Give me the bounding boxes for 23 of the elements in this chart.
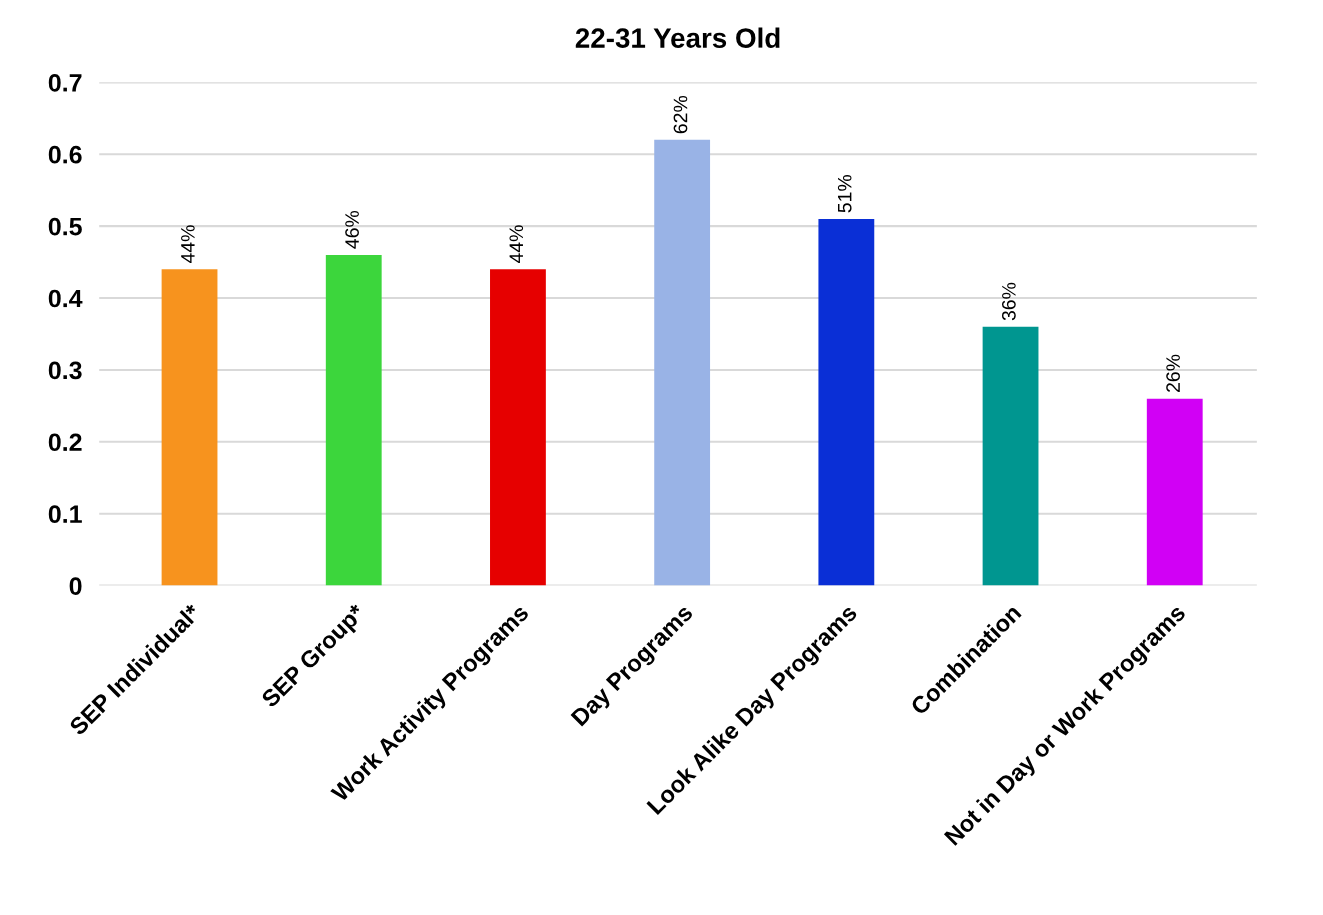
data-label: 44% [181,225,195,264]
bar [325,254,382,586]
bar [490,269,546,586]
chart-title: 22-31 Years Old [575,27,780,48]
y-tick-label: 0 [69,577,82,595]
data-label: 46% [345,210,359,249]
data-label: 26% [1166,354,1180,392]
y-tick-label: 0.7 [48,73,82,92]
data-label: 36% [1002,282,1016,321]
data-label: 51% [837,174,852,213]
bar [982,326,1039,586]
y-tick-label: 0.6 [48,145,82,164]
bar [161,269,218,586]
bar [1146,398,1203,586]
y-tick-label: 0.1 [48,505,82,524]
y-tick-label: 0.3 [48,361,82,380]
y-tick-label: 0.5 [48,217,82,236]
y-tick-label: 0.2 [48,433,82,452]
data-label: 62% [673,95,688,134]
data-label: 44% [509,225,524,264]
bar [818,218,875,586]
bar [654,139,711,586]
y-tick-label: 0.4 [48,289,83,308]
